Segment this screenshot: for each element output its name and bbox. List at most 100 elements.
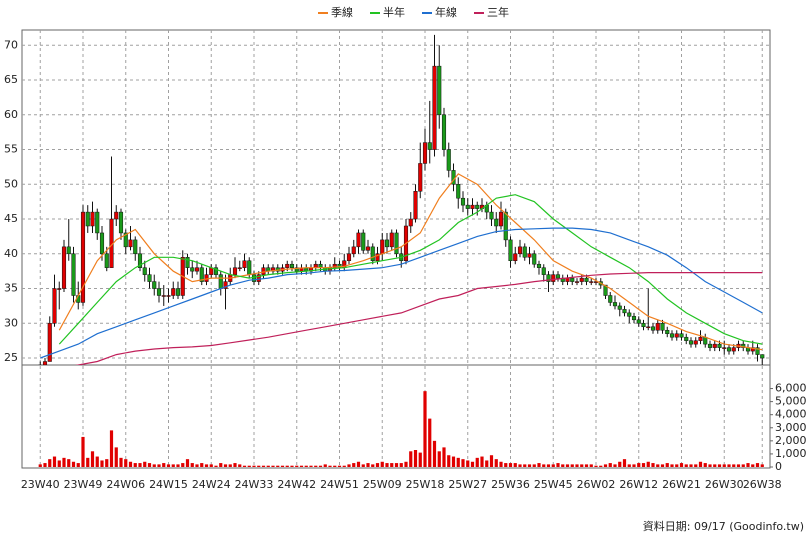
- x-tick-label: 26W38: [743, 478, 782, 491]
- candle-body: [475, 204, 480, 209]
- volume-bar: [404, 461, 408, 467]
- candle-body: [356, 232, 361, 248]
- candle-body: [80, 211, 86, 303]
- volume-bar: [637, 463, 641, 467]
- candle-body: [375, 253, 380, 261]
- volume-bar: [347, 464, 351, 467]
- volume-bar: [651, 463, 655, 467]
- volume-bar: [280, 465, 285, 467]
- candle-body: [513, 253, 518, 261]
- volume-bar: [451, 456, 456, 467]
- candle-body: [541, 267, 546, 275]
- volume-bar: [228, 464, 232, 467]
- volume-bar: [223, 464, 228, 467]
- y-tick-label: 40: [4, 247, 18, 260]
- volume-bar: [513, 463, 517, 467]
- volume-bar: [518, 464, 522, 467]
- candle-body: [655, 323, 660, 331]
- y-tick-label: 30: [4, 316, 18, 329]
- y2-tick-label: 3,000: [775, 421, 807, 434]
- volume-bar: [62, 457, 66, 467]
- candle-body: [755, 347, 760, 355]
- candle-body: [346, 253, 352, 261]
- candle-body: [584, 277, 589, 282]
- price-panel: [38, 34, 765, 365]
- volume-bar: [333, 465, 337, 467]
- y2-tick-label: 1,000: [775, 447, 807, 460]
- candle-body: [456, 184, 461, 199]
- candle-body: [536, 263, 542, 268]
- candle-body: [42, 361, 48, 365]
- x-tick-label: 26W21: [662, 478, 701, 491]
- x-tick-label: 24W06: [106, 478, 145, 491]
- candle-body: [95, 211, 100, 234]
- x-tick-label: 26W12: [619, 478, 658, 491]
- candle-body: [532, 253, 537, 265]
- candle-body: [631, 316, 637, 321]
- candle-body: [684, 336, 689, 341]
- volume-bar: [247, 465, 251, 467]
- volume-bar: [124, 459, 128, 467]
- volume-bar: [352, 463, 356, 467]
- candle-body: [123, 232, 128, 248]
- candle-body: [717, 343, 722, 348]
- volume-bar: [195, 464, 199, 467]
- candle-body: [118, 211, 124, 234]
- volume-bar: [428, 418, 432, 467]
- volume-bar: [589, 464, 593, 467]
- legend-label: 年線: [435, 5, 457, 19]
- volume-bar: [508, 463, 513, 467]
- volume-bar: [556, 463, 560, 467]
- x-tick-label: 25W09: [363, 478, 402, 491]
- volume-bar: [337, 465, 342, 467]
- volume-bar: [48, 459, 52, 467]
- x-tick-label: 25W18: [406, 478, 445, 491]
- volume-bar: [171, 464, 175, 467]
- volume-bar: [618, 461, 622, 467]
- volume-bar: [613, 464, 617, 467]
- volume-bar: [190, 463, 194, 467]
- volume-bar: [266, 465, 270, 467]
- volume-bar: [52, 456, 57, 467]
- y2-tick-label: 6,000: [775, 382, 807, 395]
- candle-body: [622, 309, 627, 314]
- volume-bar: [209, 464, 213, 467]
- candle-body: [384, 239, 390, 248]
- candle-body: [114, 211, 119, 220]
- candle-body: [66, 246, 71, 255]
- x-tick-label: 26W30: [705, 478, 744, 491]
- volume-bar: [318, 465, 323, 467]
- x-tick-label: 23W40: [21, 478, 60, 491]
- candle-body: [627, 312, 632, 317]
- candle-body: [294, 267, 299, 272]
- candle-body: [674, 333, 679, 338]
- candle-body: [351, 246, 356, 255]
- volume-bar: [204, 464, 209, 467]
- volume-bar: [361, 464, 365, 467]
- volume-bar: [599, 465, 603, 467]
- volume-bar: [219, 463, 223, 467]
- candle-body: [427, 142, 432, 150]
- volume-bar: [751, 464, 755, 467]
- volume-bar: [580, 464, 584, 467]
- volume-bar: [660, 464, 665, 467]
- volume-bar: [290, 465, 294, 467]
- candle-body: [660, 323, 665, 331]
- volume-bar: [689, 464, 693, 467]
- volume-bar: [399, 463, 403, 467]
- y-tick-label: 65: [4, 73, 18, 86]
- candle-body: [175, 288, 181, 296]
- volume-bar: [71, 461, 76, 467]
- volume-bar: [432, 440, 437, 467]
- volume-bar: [95, 456, 99, 467]
- volume-bar: [176, 464, 180, 467]
- volume-bar: [575, 464, 579, 467]
- volume-bar: [485, 460, 489, 467]
- volume-bar: [717, 464, 722, 467]
- volume-bar: [147, 463, 152, 467]
- volume-bar: [675, 464, 679, 467]
- candle-body: [646, 326, 651, 329]
- x-tick-label: 26W02: [577, 478, 616, 491]
- ma-line: [40, 227, 763, 359]
